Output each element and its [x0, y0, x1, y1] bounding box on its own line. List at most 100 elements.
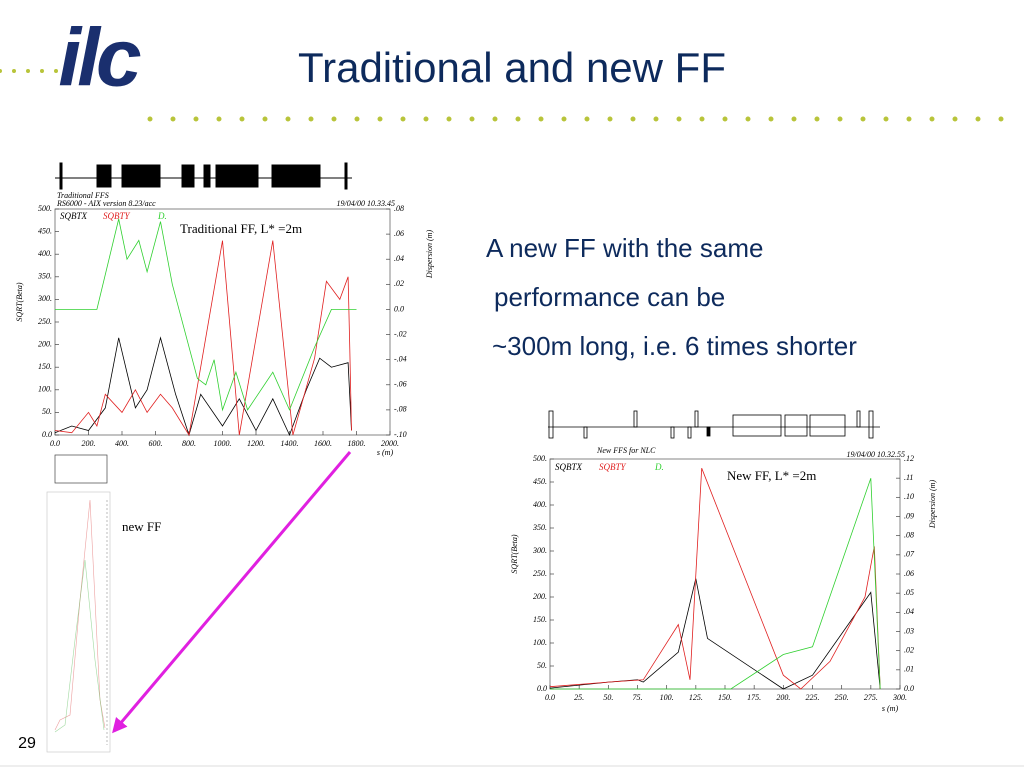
x-tick-label: 600. [149, 439, 163, 448]
chart-timestamp: 19/04/00 10.33.45 [337, 199, 395, 208]
y-tick-label: 250. [533, 569, 547, 578]
legend-entry: D. [157, 211, 167, 221]
y-tick-label: 350. [37, 272, 52, 281]
y-tick-label: 200. [38, 339, 52, 348]
y-tick-label: 150. [533, 615, 547, 624]
y-tick-label: 0.0 [42, 430, 52, 439]
y2-tick-label: .06 [394, 229, 404, 238]
y-tick-label: 200. [533, 592, 547, 601]
body-text: ~300m long, i.e. 6 times shorter [492, 331, 857, 361]
legend-entry: D. [654, 462, 664, 472]
y2-tick-label: .06 [904, 569, 914, 578]
y-axis-label: SQRT(Beta) [510, 534, 519, 573]
chart-subtitle: Traditional FFS [57, 191, 109, 200]
y-tick-label: 100. [38, 385, 52, 394]
x-tick-label: 400. [115, 439, 129, 448]
y2-tick-label: .12 [904, 454, 914, 463]
y-tick-label: 150. [38, 362, 52, 371]
x-tick-label: 1600. [314, 439, 332, 448]
lattice-strip [548, 410, 880, 439]
y2-tick-label: .08 [904, 530, 914, 539]
y2-tick-label: .04 [904, 607, 914, 616]
x-tick-label: 225. [806, 693, 820, 702]
x-axis-label: s (m) [882, 704, 899, 713]
y-tick-label: 450. [38, 226, 52, 235]
x-tick-label: 150. [718, 693, 732, 702]
y2-tick-label: .07 [904, 550, 915, 559]
x-tick-label: 200. [82, 439, 96, 448]
series-line [54, 336, 352, 437]
chart-subtitle: New FFS for NLC [596, 446, 656, 455]
x-tick-label: 1000. [214, 439, 232, 448]
x-tick-label: 275. [864, 693, 878, 702]
y2-tick-label: .01 [904, 665, 914, 674]
chart-timestamp: 19/04/00 10.32.55 [847, 450, 905, 459]
y2-tick-label: 0.0 [394, 304, 404, 313]
y2-axis-label: Dispersion (m) [928, 480, 937, 530]
arrow [112, 451, 352, 734]
x-tick-label: 0.0 [545, 693, 555, 702]
x-tick-label: 50. [603, 693, 613, 702]
chart-annotation: New FF, L* =2m [727, 468, 816, 483]
x-tick-label: 300. [892, 693, 907, 702]
legend-entry: SQBTY [599, 462, 627, 472]
y-tick-label: 500. [533, 454, 547, 463]
legend-entry: SQBTX [60, 211, 88, 221]
y2-tick-label: .02 [904, 645, 914, 654]
y-tick-label: 400. [533, 500, 547, 509]
x-tick-label: 100. [660, 693, 674, 702]
y2-tick-label: .10 [904, 492, 914, 501]
x-axis-label: s (m) [377, 448, 394, 457]
legend-entry: SQBTX [555, 462, 583, 472]
y-tick-label: 350. [532, 523, 547, 532]
x-tick-label: 75. [633, 693, 643, 702]
x-tick-label: 25. [574, 693, 584, 702]
lattice-strip [55, 162, 352, 190]
y-tick-label: 300. [37, 294, 52, 303]
body-text: A new FF with the same [486, 233, 763, 263]
x-tick-label: 1200. [247, 439, 265, 448]
y-tick-label: 250. [38, 317, 52, 326]
logo: ilc [58, 13, 141, 104]
x-tick-label: 175. [747, 693, 761, 702]
series-line [54, 240, 352, 437]
x-tick-label: 250. [835, 693, 849, 702]
y2-tick-label: .05 [904, 588, 914, 597]
y2-tick-label: .09 [904, 511, 914, 520]
y2-tick-label: -.06 [394, 380, 407, 389]
y2-tick-label: .04 [394, 254, 404, 263]
y-tick-label: 500. [38, 204, 52, 213]
y-axis-label: SQRT(Beta) [15, 282, 24, 321]
x-tick-label: 800. [182, 439, 196, 448]
y2-tick-label: -.04 [394, 354, 407, 363]
y2-tick-label: .03 [904, 626, 914, 635]
y-tick-label: 50. [537, 661, 547, 670]
y2-tick-label: -.10 [394, 430, 407, 439]
slide-title: Traditional and new FF [298, 44, 726, 91]
y2-tick-label: -.08 [394, 405, 407, 414]
x-tick-label: 0.0 [50, 439, 60, 448]
legend-entry: SQBTY [103, 211, 131, 221]
x-tick-label: 1400. [281, 439, 299, 448]
series-line [549, 468, 881, 690]
x-tick-label: 125. [689, 693, 703, 702]
plot-frame [549, 458, 901, 690]
x-tick-label: 2000. [381, 439, 399, 448]
x-tick-label: 200. [776, 693, 790, 702]
y-tick-label: 400. [38, 249, 52, 258]
y2-tick-label: .02 [394, 279, 404, 288]
x-tick-label: 1800. [348, 439, 366, 448]
chart-annotation: Traditional FF, L* =2m [180, 221, 302, 236]
small-plot-label: new FF [122, 519, 161, 534]
chart-subtitle: RS6000 - AIX version 8.23/acc [56, 199, 156, 208]
y-tick-label: 100. [533, 638, 547, 647]
small-plot [46, 454, 111, 753]
body-text: performance can be [494, 282, 725, 312]
y-tick-label: 300. [532, 546, 547, 555]
series-line [550, 478, 881, 690]
plot-frame [54, 208, 391, 436]
y2-tick-label: 0.0 [904, 684, 914, 693]
y2-tick-label: -.02 [394, 329, 407, 338]
